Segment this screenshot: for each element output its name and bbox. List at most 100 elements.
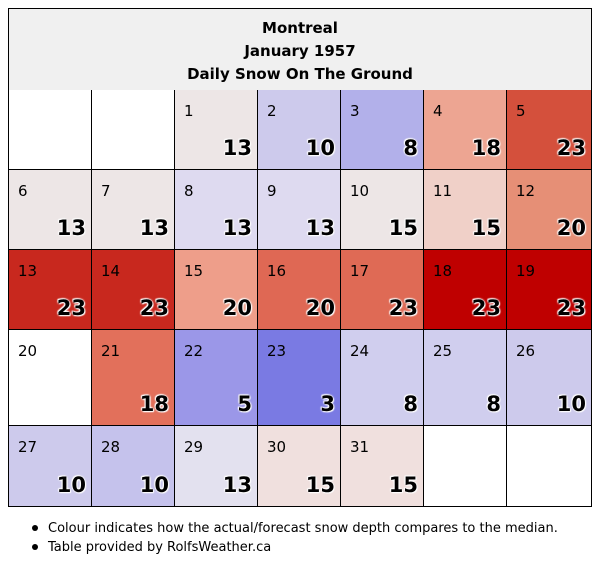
day-number: 29 — [184, 438, 204, 456]
day-cell: 14 23 — [92, 250, 175, 330]
day-cell: 15 20 — [175, 250, 258, 330]
day-cell: 16 20 — [258, 250, 341, 330]
snow-depth-value: 13 — [222, 216, 252, 240]
snow-depth-value: 10 — [556, 392, 586, 416]
day-cell: 10 15 — [341, 170, 424, 250]
snow-depth-value: 5 — [237, 392, 252, 416]
snow-depth-value: 10 — [305, 136, 335, 160]
day-number: 20 — [18, 342, 38, 360]
snow-depth-value: 10 — [56, 473, 86, 497]
day-cell: 18 23 — [424, 250, 507, 330]
day-number: 25 — [433, 342, 453, 360]
day-cell: 5 23 — [507, 90, 591, 170]
notes-list: Colour indicates how the actual/forecast… — [32, 519, 558, 557]
snow-depth-value: 15 — [388, 473, 418, 497]
day-number: 7 — [101, 182, 111, 200]
day-cell: 23 3 — [258, 330, 341, 426]
snow-depth-value: 23 — [556, 296, 586, 320]
day-number: 30 — [267, 438, 287, 456]
day-cell: 28 10 — [92, 426, 175, 506]
calendar-grid: 1 13 2 10 3 8 4 18 5 23 6 13 7 13 8 13 9 13 10 15 11 15 12 20 13… — [9, 90, 591, 506]
day-cell: 22 5 — [175, 330, 258, 426]
calendar-header: Montreal January 1957 Daily Snow On The … — [9, 9, 591, 91]
day-number: 19 — [516, 262, 536, 280]
snow-depth-value: 15 — [471, 216, 501, 240]
day-cell: 26 10 — [507, 330, 591, 426]
snow-depth-value: 3 — [320, 392, 335, 416]
day-number: 9 — [267, 182, 277, 200]
empty-cell — [9, 90, 92, 170]
snow-depth-value: 20 — [222, 296, 252, 320]
snow-depth-value: 18 — [139, 392, 169, 416]
snow-depth-value: 8 — [486, 392, 501, 416]
day-number: 26 — [516, 342, 536, 360]
day-number: 16 — [267, 262, 287, 280]
snow-depth-value: 8 — [403, 392, 418, 416]
city-title: Montreal — [262, 19, 338, 37]
snow-depth-value: 23 — [388, 296, 418, 320]
day-cell: 2 10 — [258, 90, 341, 170]
metric-title: Daily Snow On The Ground — [187, 65, 413, 83]
day-number: 13 — [18, 262, 38, 280]
day-number: 28 — [101, 438, 121, 456]
empty-cell — [424, 426, 507, 506]
day-number: 14 — [101, 262, 121, 280]
day-cell: 9 13 — [258, 170, 341, 250]
day-cell: 6 13 — [9, 170, 92, 250]
day-cell: 8 13 — [175, 170, 258, 250]
day-cell: 13 23 — [9, 250, 92, 330]
day-number: 1 — [184, 102, 194, 120]
day-number: 17 — [350, 262, 370, 280]
snow-depth-value: 10 — [139, 473, 169, 497]
day-cell: 11 15 — [424, 170, 507, 250]
day-number: 21 — [101, 342, 121, 360]
day-cell: 20 — [9, 330, 92, 426]
snow-depth-value: 13 — [139, 216, 169, 240]
day-number: 22 — [184, 342, 204, 360]
snow-depth-value: 13 — [222, 136, 252, 160]
day-number: 2 — [267, 102, 277, 120]
day-number: 24 — [350, 342, 370, 360]
day-number: 18 — [433, 262, 453, 280]
snow-depth-value: 20 — [556, 216, 586, 240]
note-credit: Table provided by RolfsWeather.ca — [32, 538, 558, 557]
calendar-table: Montreal January 1957 Daily Snow On The … — [8, 8, 592, 507]
day-cell: 7 13 — [92, 170, 175, 250]
day-cell: 24 8 — [341, 330, 424, 426]
day-cell: 31 15 — [341, 426, 424, 506]
day-cell: 19 23 — [507, 250, 591, 330]
month-title: January 1957 — [244, 42, 356, 60]
snow-depth-value: 15 — [305, 473, 335, 497]
day-number: 3 — [350, 102, 360, 120]
day-cell: 27 10 — [9, 426, 92, 506]
day-number: 12 — [516, 182, 536, 200]
day-cell: 29 13 — [175, 426, 258, 506]
day-cell: 30 15 — [258, 426, 341, 506]
day-number: 4 — [433, 102, 443, 120]
day-number: 6 — [18, 182, 28, 200]
snow-depth-value: 8 — [403, 136, 418, 160]
day-cell: 17 23 — [341, 250, 424, 330]
snow-depth-value: 23 — [556, 136, 586, 160]
day-number: 31 — [350, 438, 370, 456]
day-number: 27 — [18, 438, 38, 456]
snow-depth-value: 13 — [222, 473, 252, 497]
day-number: 8 — [184, 182, 194, 200]
day-cell: 12 20 — [507, 170, 591, 250]
day-number: 5 — [516, 102, 526, 120]
snow-depth-value: 23 — [139, 296, 169, 320]
day-cell: 25 8 — [424, 330, 507, 426]
snow-depth-value: 23 — [56, 296, 86, 320]
day-number: 11 — [433, 182, 453, 200]
note-colour: Colour indicates how the actual/forecast… — [32, 519, 558, 538]
snow-depth-value: 15 — [388, 216, 418, 240]
day-cell: 21 18 — [92, 330, 175, 426]
day-number: 15 — [184, 262, 204, 280]
empty-cell — [507, 426, 591, 506]
day-cell: 4 18 — [424, 90, 507, 170]
snow-depth-value: 13 — [56, 216, 86, 240]
snow-depth-value: 18 — [471, 136, 501, 160]
snow-depth-value: 23 — [471, 296, 501, 320]
empty-cell — [92, 90, 175, 170]
